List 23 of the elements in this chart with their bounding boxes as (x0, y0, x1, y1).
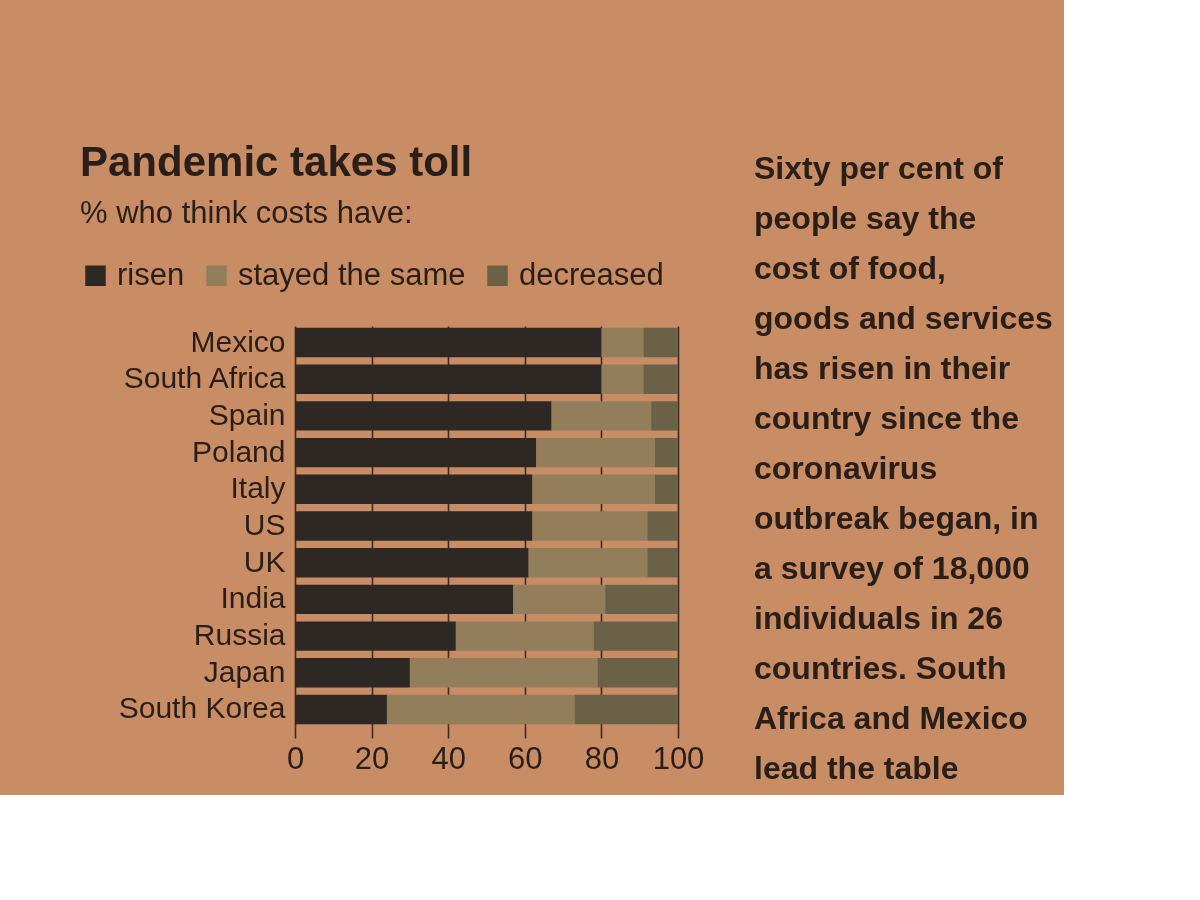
y-tick-label: Poland (192, 434, 286, 468)
x-tick-label: 40 (431, 740, 466, 776)
y-tick-label: Italy (230, 471, 286, 505)
y-tick-label: Spain (208, 397, 286, 431)
y-tick-label: Japan (203, 654, 286, 688)
chart-title: Pandemic takes toll (80, 138, 473, 185)
legend-label: risen (117, 256, 185, 292)
y-tick-label: India (220, 581, 286, 615)
x-tick-label: 20 (354, 740, 390, 776)
chart-subtitle: % who think costs have: (80, 195, 413, 230)
y-tick-label: Mexico (190, 324, 286, 358)
y-tick-label: Russia (193, 618, 286, 652)
y-tick-label: South Africa (123, 361, 286, 395)
text: Sixty per cent of people say the cost of food, goods and services has risen in their country since the coronavirus outbreak began, in a survey of 18,000 individuals in 26 countries. South Africa and Mexico lead the table (754, 150, 1053, 786)
legend-label: decreased (519, 256, 664, 292)
y-tick-label: South Korea (118, 691, 286, 725)
x-tick-label: 60 (508, 740, 543, 776)
x-tick-label: 0 (286, 740, 305, 776)
y-tick-label: US (243, 508, 286, 541)
x-tick-label: 100 (652, 740, 705, 776)
x-tick-label: 80 (584, 740, 620, 776)
y-tick-label: UK (243, 544, 286, 578)
legend-label: stayed the same (238, 256, 466, 292)
